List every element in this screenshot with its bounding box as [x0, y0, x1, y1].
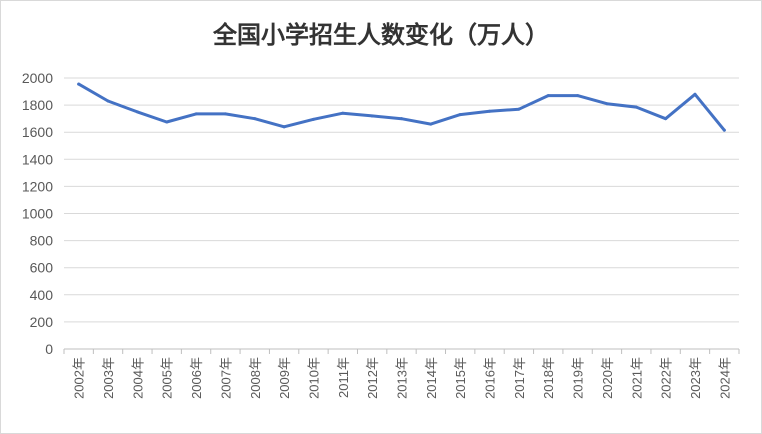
x-tick-label: 2017年: [512, 357, 527, 399]
data-point: [429, 122, 433, 126]
data-point: [165, 120, 169, 124]
data-point: [458, 113, 462, 117]
series-line: [77, 82, 726, 132]
data-point: [311, 117, 315, 121]
x-tick-label: 2002年: [72, 357, 87, 399]
y-tick-label: 800: [30, 233, 54, 249]
y-tick-label: 600: [30, 260, 54, 276]
data-point: [223, 112, 227, 116]
y-tick-label: 2000: [22, 70, 53, 86]
x-tick-label: 2019年: [571, 357, 586, 399]
data-point: [370, 114, 374, 118]
y-tick-label: 400: [30, 287, 54, 303]
data-point: [341, 111, 345, 115]
y-tick-label: 0: [45, 341, 53, 357]
x-tick-label: 2004年: [130, 357, 145, 399]
data-point: [517, 107, 521, 111]
x-tick-label: 2012年: [365, 357, 380, 399]
x-tick-label: 2020年: [600, 357, 615, 399]
data-point: [488, 109, 492, 113]
x-tick-label: 2023年: [688, 357, 703, 399]
x-tick-label: 2007年: [218, 357, 233, 399]
series-layer: [77, 82, 726, 132]
y-tick-label: 200: [30, 314, 54, 330]
x-tick-label: 2015年: [453, 357, 468, 399]
y-axis-ticks: 0 200 400 600 800 1000 1200 1400 1600 1800 2000: [22, 70, 53, 357]
data-point: [400, 117, 403, 121]
x-tick-label: 2009年: [277, 357, 292, 399]
x-tick-label: 2014年: [424, 357, 439, 399]
data-point: [194, 112, 198, 116]
data-point: [546, 94, 550, 98]
x-tick-label: 2021年: [629, 357, 644, 399]
x-tick-label: 2006年: [189, 357, 204, 399]
y-tick-label: 1000: [22, 206, 53, 222]
x-tick-label: 2003年: [101, 357, 116, 399]
x-tick-label: 2018年: [541, 357, 556, 399]
data-point: [135, 110, 139, 114]
data-point: [576, 94, 580, 98]
data-point: [253, 117, 257, 121]
data-point: [722, 128, 726, 132]
data-point: [106, 99, 110, 103]
x-tick-label: 2011年: [336, 357, 351, 398]
x-tick-label: 2016年: [483, 357, 498, 399]
data-point: [282, 125, 286, 129]
data-point: [634, 105, 638, 109]
x-tick-label: 2022年: [659, 357, 674, 399]
data-point: [664, 117, 668, 121]
y-tick-label: 1200: [22, 178, 53, 194]
x-tick-label: 2013年: [395, 357, 410, 399]
x-tick-label: 2008年: [248, 357, 263, 399]
x-axis-ticks: 2002年 2003年 2004年 2005年 2006年 2007年 2008年 2009年…: [63, 349, 740, 399]
y-tick-label: 1600: [22, 124, 53, 140]
x-tick-label: 2010年: [306, 357, 321, 399]
y-tick-label: 1800: [22, 97, 53, 113]
y-tick-label: 1400: [22, 151, 53, 167]
data-point: [605, 102, 609, 106]
data-point: [693, 92, 697, 96]
x-tick-label: 2024年: [717, 357, 732, 399]
chart-title: 全国小学招生人数变化（万人）: [212, 20, 549, 49]
x-tick-label: 2005年: [160, 357, 175, 399]
data-point: [77, 82, 81, 86]
